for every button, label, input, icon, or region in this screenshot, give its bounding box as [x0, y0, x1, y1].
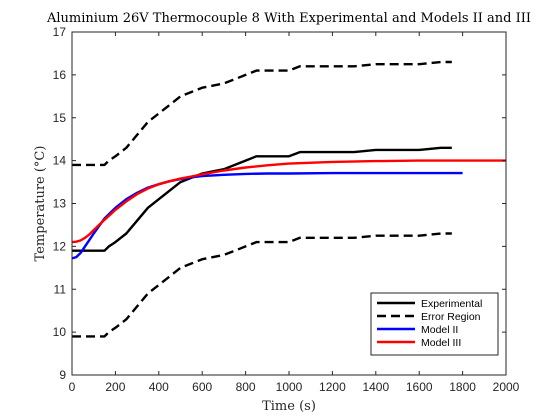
legend-entry: Experimental	[421, 298, 482, 310]
legend-entry: Model II	[421, 324, 458, 336]
series-line-error-region	[72, 60, 452, 167]
x-tick-label: 800	[236, 380, 256, 394]
x-tick-label: 1400	[362, 380, 389, 394]
x-tick-label: 200	[105, 380, 125, 394]
series-line-model-iii	[71, 159, 506, 244]
legend-entry: Model III	[421, 337, 461, 349]
x-axis-label: Time (s)	[262, 399, 316, 414]
y-tick-label: 12	[53, 239, 67, 253]
x-tick-label: 1800	[449, 380, 476, 394]
legend-entry: Error Region	[421, 311, 481, 323]
y-tick-label: 13	[53, 197, 67, 211]
y-tick-label: 15	[53, 111, 67, 125]
ticks-layer: 0 200 400 600 800 1000 1200 1400 1600 1800 2000 9 10…	[53, 25, 520, 394]
x-tick-label: 1200	[319, 380, 346, 394]
x-tick-label: 2000	[493, 380, 520, 394]
chart-title: Aluminium 26V Thermocouple 8 With Experi…	[46, 11, 531, 26]
y-tick-label: 17	[53, 25, 67, 39]
y-tick-label: 11	[54, 282, 67, 296]
x-tick-label: 400	[149, 380, 169, 394]
y-tick-label: 9	[59, 368, 66, 382]
x-tick-label: 0	[69, 380, 76, 394]
x-tick-label: 1000	[276, 380, 303, 394]
series-line-error-region-lower	[72, 232, 452, 338]
x-tick-label: 600	[192, 380, 212, 394]
x-tick-label: 1600	[406, 380, 433, 394]
series-line-experimental	[72, 146, 452, 252]
y-tick-label: 10	[53, 325, 67, 339]
y-axis-label: Temperature (°C)	[33, 146, 48, 262]
y-tick-label: 16	[53, 68, 67, 82]
series-layer	[71, 60, 506, 338]
y-tick-label: 14	[53, 154, 67, 168]
